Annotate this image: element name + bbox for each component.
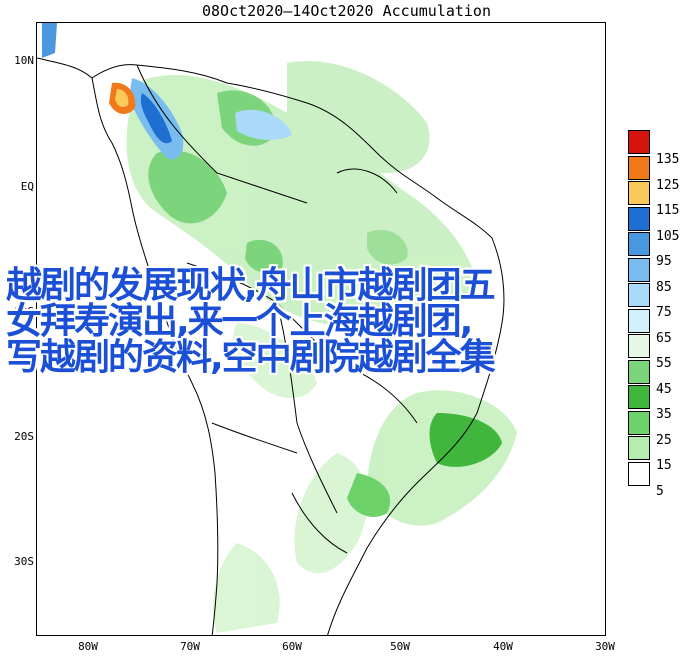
legend-label-35: 35	[656, 407, 672, 422]
legend-swatch-75	[628, 283, 650, 307]
legend-swatch-85	[628, 257, 650, 282]
lon-label-50w: 50W	[390, 640, 410, 653]
legend-swatch-65	[628, 308, 650, 333]
legend-swatch-135	[628, 130, 650, 154]
legend-label-115: 115	[656, 203, 680, 218]
legend-swatch-15	[628, 436, 650, 460]
legend-label-45: 45	[656, 381, 672, 397]
lat-label-10n: 10N	[14, 54, 34, 67]
coastlines	[37, 57, 505, 635]
lat-label-20s: 20S	[14, 430, 34, 443]
legend-swatch-95	[628, 232, 650, 256]
legend-label-65: 65	[656, 330, 672, 346]
overlay-line-2: 女拜寿演出,来一个上海越剧团,	[6, 301, 473, 342]
legend-label-105: 105	[656, 228, 680, 244]
legend-swatch-25	[628, 410, 650, 435]
legend-label-135: 135	[656, 152, 680, 167]
legend-label-85: 85	[656, 279, 672, 295]
lat-label-10s: 10S	[14, 305, 34, 318]
legend-swatch-35	[628, 385, 650, 409]
lon-label-70w: 70W	[180, 640, 200, 653]
lon-label-60w: 60W	[282, 640, 302, 653]
legend-label-55: 55	[656, 356, 672, 371]
legend-label-75: 75	[656, 305, 672, 320]
legend-label-15: 15	[656, 458, 672, 473]
legend-label-25: 25	[656, 432, 672, 448]
lat-label-30s: 30S	[14, 555, 34, 568]
legend-swatch-5	[628, 461, 650, 486]
legend-label-5: 5	[656, 483, 664, 499]
legend-swatch-45	[628, 359, 650, 384]
lon-label-80w: 80W	[78, 640, 98, 653]
precip-orange-red	[109, 82, 136, 115]
legend-label-95: 95	[656, 254, 672, 269]
legend-swatch-55	[628, 334, 650, 358]
legend-swatch-115	[628, 181, 650, 205]
precipitation-map	[36, 22, 606, 636]
lon-label-40w: 40W	[493, 640, 513, 653]
lat-label-eq: EQ	[20, 180, 34, 193]
map-title: 08Oct2020—14Oct2020 Accumulation	[202, 2, 491, 20]
legend-swatch-105	[628, 206, 650, 231]
overlay-line-3: 写越剧的资料,空中剧院越剧全集	[6, 337, 496, 378]
overlay-line-1: 越剧的发展现状,舟山市越剧团五	[6, 265, 496, 306]
overlay-caption: 越剧的发展现状,舟山市越剧团五 女拜寿演出,来一个上海越剧团, 写越剧的资料,空…	[6, 268, 666, 376]
lon-label-30w: 30W	[595, 640, 615, 653]
precip-blue	[42, 23, 292, 160]
map-canvas	[37, 23, 517, 635]
legend-label-125: 125	[656, 177, 680, 193]
legend-swatch-125	[628, 155, 650, 180]
